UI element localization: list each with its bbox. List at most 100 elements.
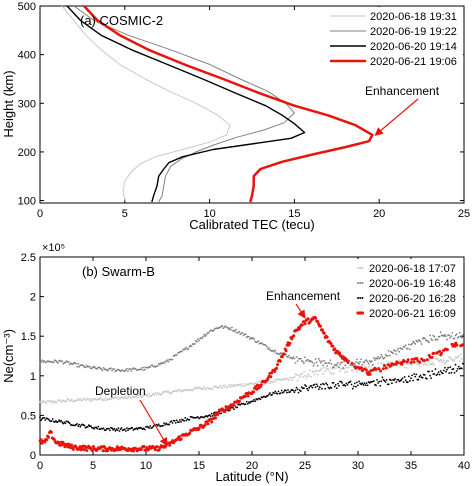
data-point [426, 363, 428, 366]
data-point [318, 386, 321, 389]
data-point [282, 391, 285, 393]
data-point [365, 359, 368, 362]
data-point [403, 346, 406, 349]
data-point [146, 393, 149, 396]
data-point [242, 334, 245, 337]
panel-b-y-multiplier: ×10⁵ [42, 242, 65, 254]
data-point [157, 423, 160, 426]
data-point [269, 392, 271, 394]
data-point [428, 341, 430, 344]
data-point [208, 414, 211, 416]
data-point [317, 388, 320, 391]
data-point [446, 338, 448, 341]
data-point [239, 403, 242, 406]
data-point [188, 419, 191, 421]
data-point [151, 426, 154, 429]
data-point [402, 359, 406, 363]
data-point [335, 387, 338, 390]
panel-b-annotation-enhancement-arrow [295, 303, 306, 319]
data-point [428, 370, 430, 373]
data-point [410, 357, 414, 361]
data-point [96, 427, 99, 430]
data-point [415, 362, 418, 365]
data-point [185, 389, 188, 392]
data-point [445, 348, 449, 352]
data-point [397, 378, 400, 381]
data-point [355, 361, 357, 363]
data-point [392, 352, 394, 355]
data-point [324, 370, 326, 373]
data-point [86, 425, 89, 428]
data-point [226, 326, 229, 329]
data-point [93, 428, 95, 430]
data-point [178, 421, 180, 424]
data-point [39, 401, 41, 404]
data-point [276, 392, 279, 395]
data-point [282, 379, 285, 382]
data-point [273, 392, 276, 394]
data-point [224, 384, 227, 386]
data-point [334, 384, 337, 386]
data-point [56, 440, 60, 444]
data-point [461, 336, 463, 339]
data-point [309, 369, 312, 372]
data-point [367, 362, 370, 365]
data-point [149, 425, 152, 427]
data-point [140, 396, 143, 399]
data-point [157, 448, 161, 452]
data-point [343, 360, 346, 363]
data-point [83, 397, 86, 400]
data-point [106, 369, 109, 372]
data-point [144, 428, 146, 431]
legend-marker [357, 267, 359, 269]
data-point [236, 406, 239, 409]
data-point [185, 346, 188, 349]
data-point [419, 340, 422, 343]
data-point [59, 399, 61, 401]
data-point [233, 383, 235, 386]
legend-marker [357, 297, 359, 299]
data-point [350, 361, 354, 365]
data-point [228, 327, 231, 329]
data-point [446, 368, 448, 371]
data-point [435, 374, 438, 377]
data-point [267, 395, 269, 397]
data-point [269, 382, 271, 385]
data-point [243, 395, 247, 399]
data-point [328, 367, 331, 370]
data-point [365, 366, 368, 369]
data-point [52, 361, 55, 364]
data-point [300, 372, 303, 375]
data-point [293, 357, 296, 360]
data-point [193, 342, 196, 345]
data-point [415, 357, 419, 360]
data-point [294, 362, 297, 364]
data-point [188, 431, 192, 435]
data-point [179, 389, 181, 392]
data-point [183, 420, 186, 422]
x-tick-label: 0 [37, 208, 43, 220]
panel-b-series [38, 315, 465, 453]
data-point [123, 396, 126, 399]
data-point [325, 382, 328, 385]
data-point [455, 343, 459, 347]
x-tick-label: 35 [405, 460, 417, 472]
data-point [69, 399, 72, 402]
data-point [159, 394, 162, 396]
data-point [409, 361, 413, 364]
data-point [244, 333, 247, 336]
data-point [289, 391, 292, 393]
data-point [374, 368, 378, 371]
data-point [148, 392, 151, 395]
data-point [65, 400, 68, 403]
panel-b-y-axis-label: Ne(cm⁻³) [1, 329, 16, 383]
data-point [116, 396, 119, 399]
data-point [123, 428, 126, 431]
data-point [227, 385, 230, 387]
data-point [300, 323, 304, 327]
data-point [167, 390, 170, 393]
data-point [380, 354, 383, 356]
data-point [434, 368, 437, 370]
data-point [341, 382, 343, 384]
